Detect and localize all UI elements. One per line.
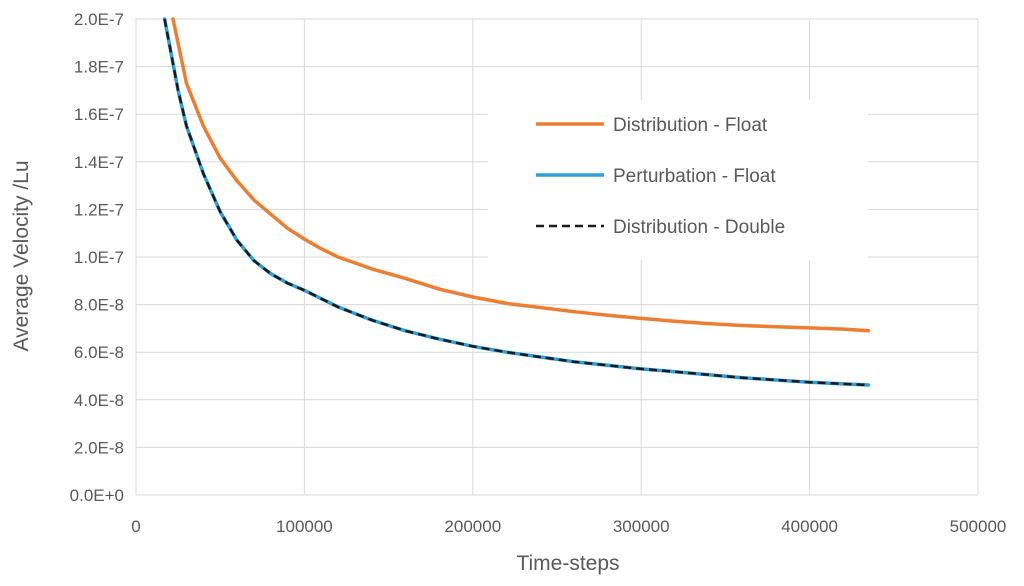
legend-label-1: Distribution - Float: [613, 115, 768, 136]
x-tick-label: 500000: [950, 517, 1007, 536]
y-tick-label: 1.6E-7: [74, 105, 124, 124]
x-tick-labels: 0 100000 200000 300000 400000 500000: [131, 517, 1006, 536]
y-tick-label: 1.0E-7: [74, 248, 124, 267]
y-tick-label: 2.0E-8: [74, 438, 124, 457]
series-line-1: [171, 17, 871, 333]
legend-label-3: Distribution - Double: [613, 217, 785, 238]
y-tick-label: 1.2E-7: [74, 200, 124, 219]
legend-background: [488, 100, 868, 260]
x-tick-label: 300000: [613, 517, 670, 536]
legend-label-2: Perturbation - Float: [613, 166, 776, 187]
y-tick-label: 8.0E-8: [74, 296, 124, 315]
y-tick-label: 2.0E-7: [74, 10, 124, 29]
x-tick-label: 0: [131, 517, 140, 536]
y-tick-label: 4.0E-8: [74, 391, 124, 410]
series-line-3: [163, 18, 869, 387]
y-axis-title: Average Velocity /Lu: [10, 160, 33, 351]
x-tick-label: 400000: [781, 517, 838, 536]
series-lines: [162, 17, 871, 387]
y-tick-label: 1.8E-7: [74, 58, 124, 77]
y-tick-label: 0.0E+0: [70, 486, 124, 505]
y-tick-labels: 0.0E+0 2.0E-8 4.0E-8 6.0E-8 8.0E-8 1.0E-7 1.2E…: [70, 10, 124, 505]
y-tick-label: 1.4E-7: [74, 153, 124, 172]
y-tick-label: 6.0E-8: [74, 343, 124, 362]
x-axis-title: Time-steps: [516, 552, 619, 575]
legend: Distribution - Float Perturbation - Float…: [488, 100, 868, 260]
x-tick-label: 200000: [444, 517, 501, 536]
x-tick-label: 100000: [276, 517, 333, 536]
